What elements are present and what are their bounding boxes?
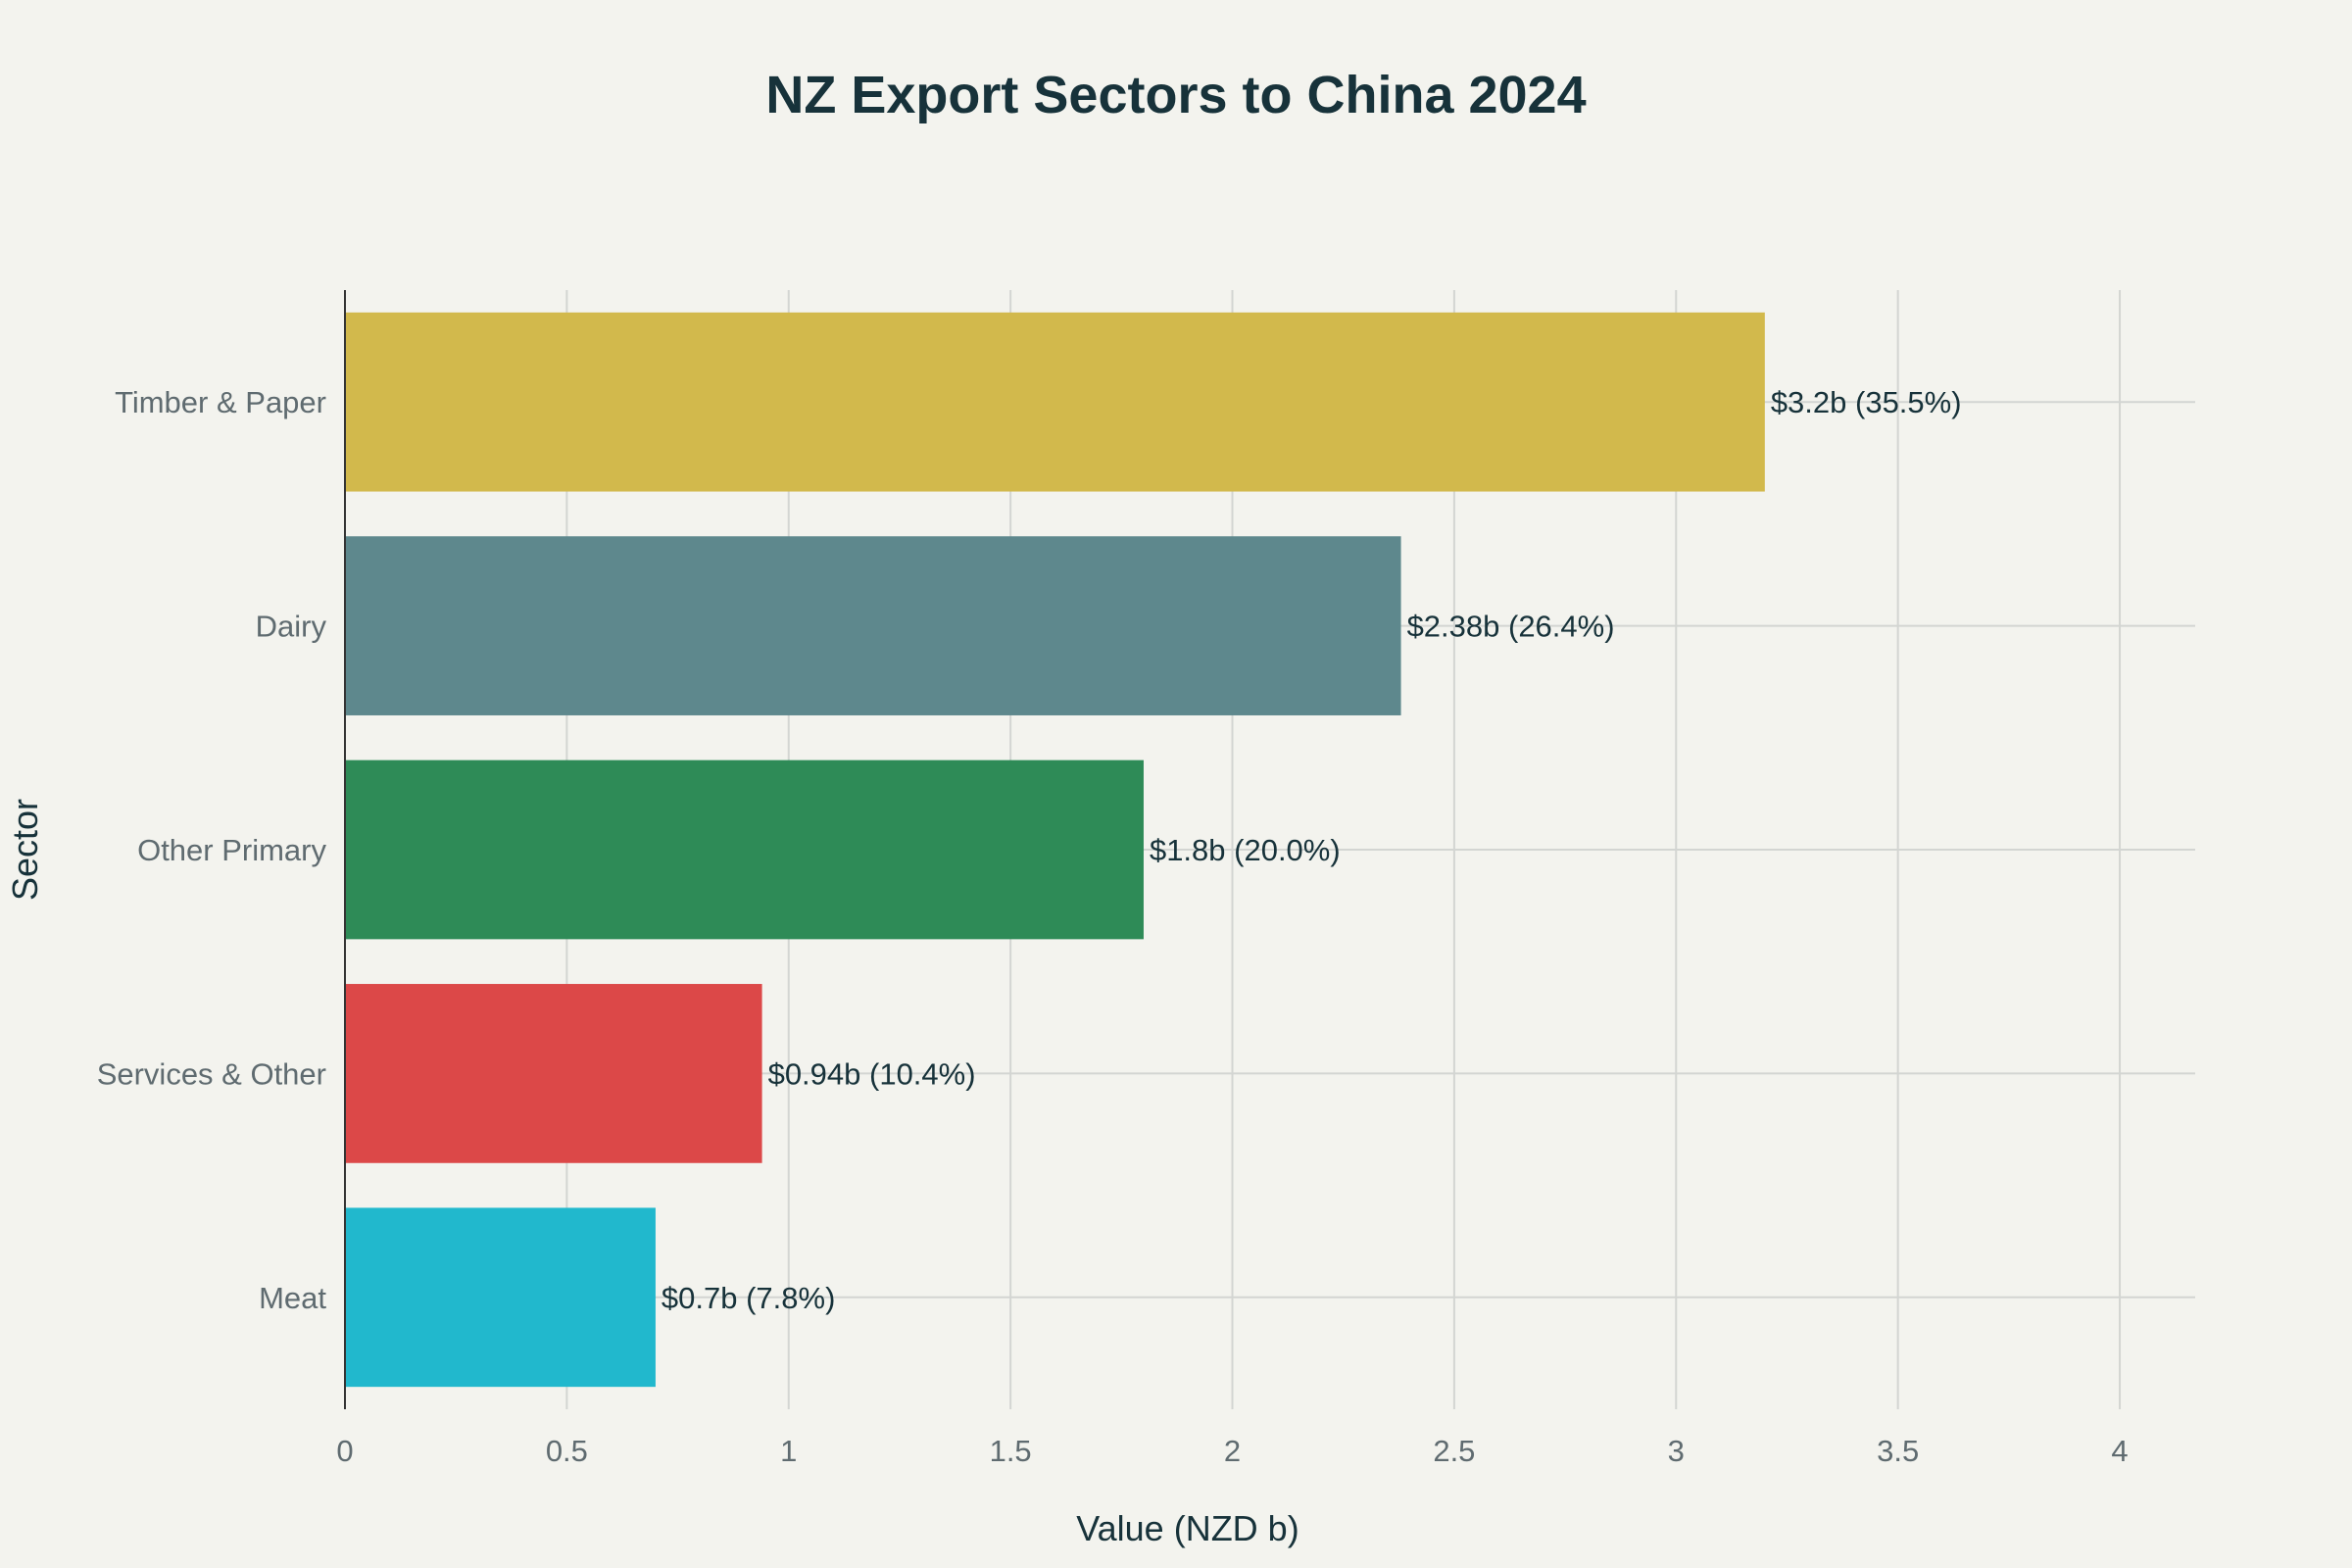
y-tick-label: Meat bbox=[259, 1281, 326, 1315]
bar bbox=[345, 1207, 656, 1388]
x-tick-label: 1 bbox=[780, 1434, 797, 1468]
labels: 0 0.5 1 1.5 2 2.5 3 3.5 4 Timber & Paper $3.2b (35… bbox=[97, 385, 2129, 1468]
bar-data-label: $0.94b (10.4%) bbox=[768, 1056, 976, 1091]
x-tick-label: 4 bbox=[2111, 1434, 2128, 1468]
y-tick-label: Dairy bbox=[256, 610, 327, 644]
x-axis-title: Value (NZD b) bbox=[1076, 1508, 1298, 1548]
y-tick-label: Timber & Paper bbox=[115, 385, 326, 419]
bars bbox=[345, 312, 1765, 1388]
bar bbox=[345, 760, 1144, 940]
y-tick-label: Other Primary bbox=[137, 833, 326, 867]
bar-data-label: $2.38b (26.4%) bbox=[1407, 610, 1615, 644]
x-tick-label: 1.5 bbox=[990, 1434, 1032, 1468]
bar-data-label: $1.8b (20.0%) bbox=[1150, 833, 1341, 867]
x-tick-label: 2 bbox=[1224, 1434, 1241, 1468]
x-tick-label: 3 bbox=[1668, 1434, 1685, 1468]
bar bbox=[345, 312, 1765, 492]
bar bbox=[345, 984, 762, 1163]
y-tick-label: Services & Other bbox=[97, 1056, 326, 1091]
x-tick-label: 2.5 bbox=[1433, 1434, 1475, 1468]
x-tick-label: 3.5 bbox=[1877, 1434, 1919, 1468]
bar-data-label: $0.7b (7.8%) bbox=[662, 1281, 836, 1315]
x-tick-label: 0.5 bbox=[546, 1434, 588, 1468]
x-tick-label: 0 bbox=[336, 1434, 353, 1468]
chart-title: NZ Export Sectors to China 2024 bbox=[765, 66, 1586, 124]
bar bbox=[345, 536, 1401, 715]
bar-data-label: $3.2b (35.5%) bbox=[1771, 385, 1962, 419]
y-axis-title: Sector bbox=[5, 799, 45, 901]
